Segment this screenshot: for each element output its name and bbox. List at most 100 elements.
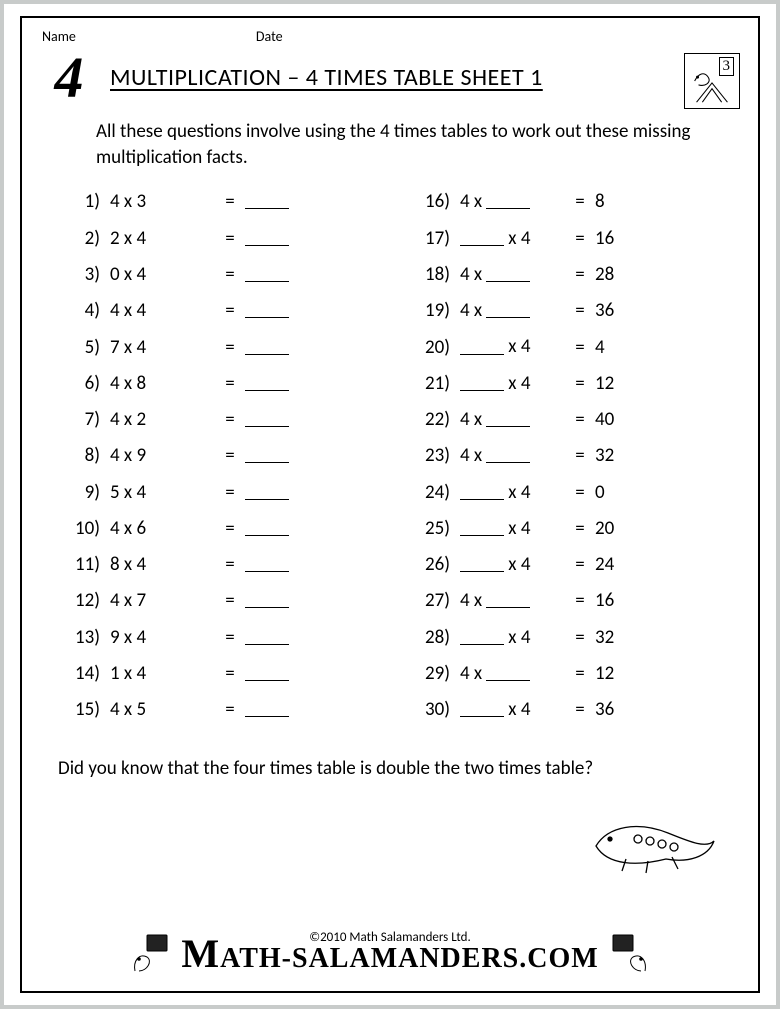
expression: 1 x 4: [110, 664, 215, 683]
answer: [245, 227, 305, 248]
fact-tip: Did you know that the four times table i…: [58, 757, 740, 780]
equals-sign: =: [565, 591, 595, 610]
problem-row: 9)5 x 4=: [70, 481, 390, 502]
name-label: Name: [42, 28, 76, 45]
equals-sign: =: [565, 374, 595, 393]
problem-row: 12)4 x 7=: [70, 589, 390, 610]
expression: 8 x 4: [110, 555, 215, 574]
blank-line[interactable]: [245, 446, 289, 463]
blank-line[interactable]: [245, 374, 289, 391]
expression: 4 x 2: [110, 410, 215, 429]
equals-sign: =: [215, 192, 245, 211]
blank-line[interactable]: [460, 483, 504, 500]
answer: [245, 553, 305, 574]
question-number: 10): [70, 519, 110, 538]
expression: 0 x 4: [110, 265, 215, 284]
expression: 7 x 4: [110, 338, 215, 357]
equals-sign: =: [565, 519, 595, 538]
equals-sign: =: [565, 229, 595, 248]
equals-sign: =: [215, 265, 245, 284]
problem-columns: 1)4 x 3=2)2 x 4=3)0 x 4=4)4 x 4=5)7 x 4=…: [70, 190, 740, 734]
blank-line[interactable]: [245, 265, 289, 282]
question-number: 28): [420, 628, 460, 647]
answer: [245, 335, 305, 356]
problem-row: 23)4 x =32: [420, 444, 740, 465]
answer: [245, 626, 305, 647]
question-number: 7): [70, 410, 110, 429]
blank-line[interactable]: [460, 555, 504, 572]
page-title: MULTIPLICATION – 4 TIMES TABLE SHEET 1: [110, 53, 670, 92]
expression: 4 x: [460, 299, 565, 320]
blank-line[interactable]: [245, 555, 289, 572]
expression: x 4: [460, 553, 565, 574]
answer: 12: [595, 374, 655, 393]
blank-line[interactable]: [486, 265, 530, 282]
page: Name Date 4 MULTIPLICATION – 4 TIMES TAB…: [4, 4, 776, 1005]
equals-sign: =: [215, 519, 245, 538]
blank-line[interactable]: [245, 229, 289, 246]
equals-sign: =: [215, 374, 245, 393]
problem-row: 14)1 x 4=: [70, 662, 390, 683]
answer: 32: [595, 628, 655, 647]
blank-line[interactable]: [460, 374, 504, 391]
answer: [245, 372, 305, 393]
question-number: 29): [420, 664, 460, 683]
blank-line[interactable]: [460, 229, 504, 246]
answer: [245, 481, 305, 502]
equals-sign: =: [215, 700, 245, 719]
equals-sign: =: [215, 338, 245, 357]
problem-row: 8)4 x 9=: [70, 444, 390, 465]
problem-row: 21) x 4=12: [420, 372, 740, 393]
question-number: 26): [420, 555, 460, 574]
blank-line[interactable]: [245, 337, 289, 354]
answer: [245, 263, 305, 284]
blank-line[interactable]: [460, 700, 504, 717]
blank-line[interactable]: [245, 628, 289, 645]
question-number: 19): [420, 301, 460, 320]
equals-sign: =: [215, 229, 245, 248]
blank-line[interactable]: [486, 410, 530, 427]
answer: [245, 517, 305, 538]
expression: 4 x: [460, 662, 565, 683]
expression: 4 x 3: [110, 192, 215, 211]
salamander-logo-left-icon: [129, 931, 173, 975]
blank-line[interactable]: [486, 664, 530, 681]
question-number: 2): [70, 229, 110, 248]
blank-line[interactable]: [245, 700, 289, 717]
problem-row: 19)4 x =36: [420, 299, 740, 320]
blank-line[interactable]: [245, 664, 289, 681]
expression: 4 x 7: [110, 591, 215, 610]
problem-row: 4)4 x 4=: [70, 299, 390, 320]
answer: 0: [595, 483, 655, 502]
blank-line[interactable]: [486, 591, 530, 608]
problem-row: 13)9 x 4=: [70, 626, 390, 647]
blank-line[interactable]: [245, 410, 289, 427]
blank-line[interactable]: [486, 192, 530, 209]
question-number: 15): [70, 700, 110, 719]
blank-line[interactable]: [245, 192, 289, 209]
problem-row: 18)4 x =28: [420, 263, 740, 284]
blank-line[interactable]: [460, 337, 504, 354]
blank-line[interactable]: [245, 519, 289, 536]
question-number: 18): [420, 265, 460, 284]
blank-line[interactable]: [245, 483, 289, 500]
equals-sign: =: [565, 628, 595, 647]
problem-row: 17) x 4=16: [420, 227, 740, 248]
question-number: 21): [420, 374, 460, 393]
page-border: Name Date 4 MULTIPLICATION – 4 TIMES TAB…: [20, 16, 760, 993]
answer: 32: [595, 446, 655, 465]
problem-row: 24) x 4=0: [420, 481, 740, 502]
blank-line[interactable]: [486, 446, 530, 463]
expression: 4 x 4: [110, 301, 215, 320]
blank-line[interactable]: [460, 519, 504, 536]
expression: x 4: [460, 698, 565, 719]
blank-line[interactable]: [245, 301, 289, 318]
blank-line[interactable]: [486, 301, 530, 318]
expression: x 4: [460, 517, 565, 538]
question-number: 30): [420, 700, 460, 719]
blank-line[interactable]: [460, 628, 504, 645]
expression: 4 x: [460, 263, 565, 284]
expression: 4 x 8: [110, 374, 215, 393]
blank-line[interactable]: [245, 591, 289, 608]
column-left: 1)4 x 3=2)2 x 4=3)0 x 4=4)4 x 4=5)7 x 4=…: [70, 190, 390, 734]
